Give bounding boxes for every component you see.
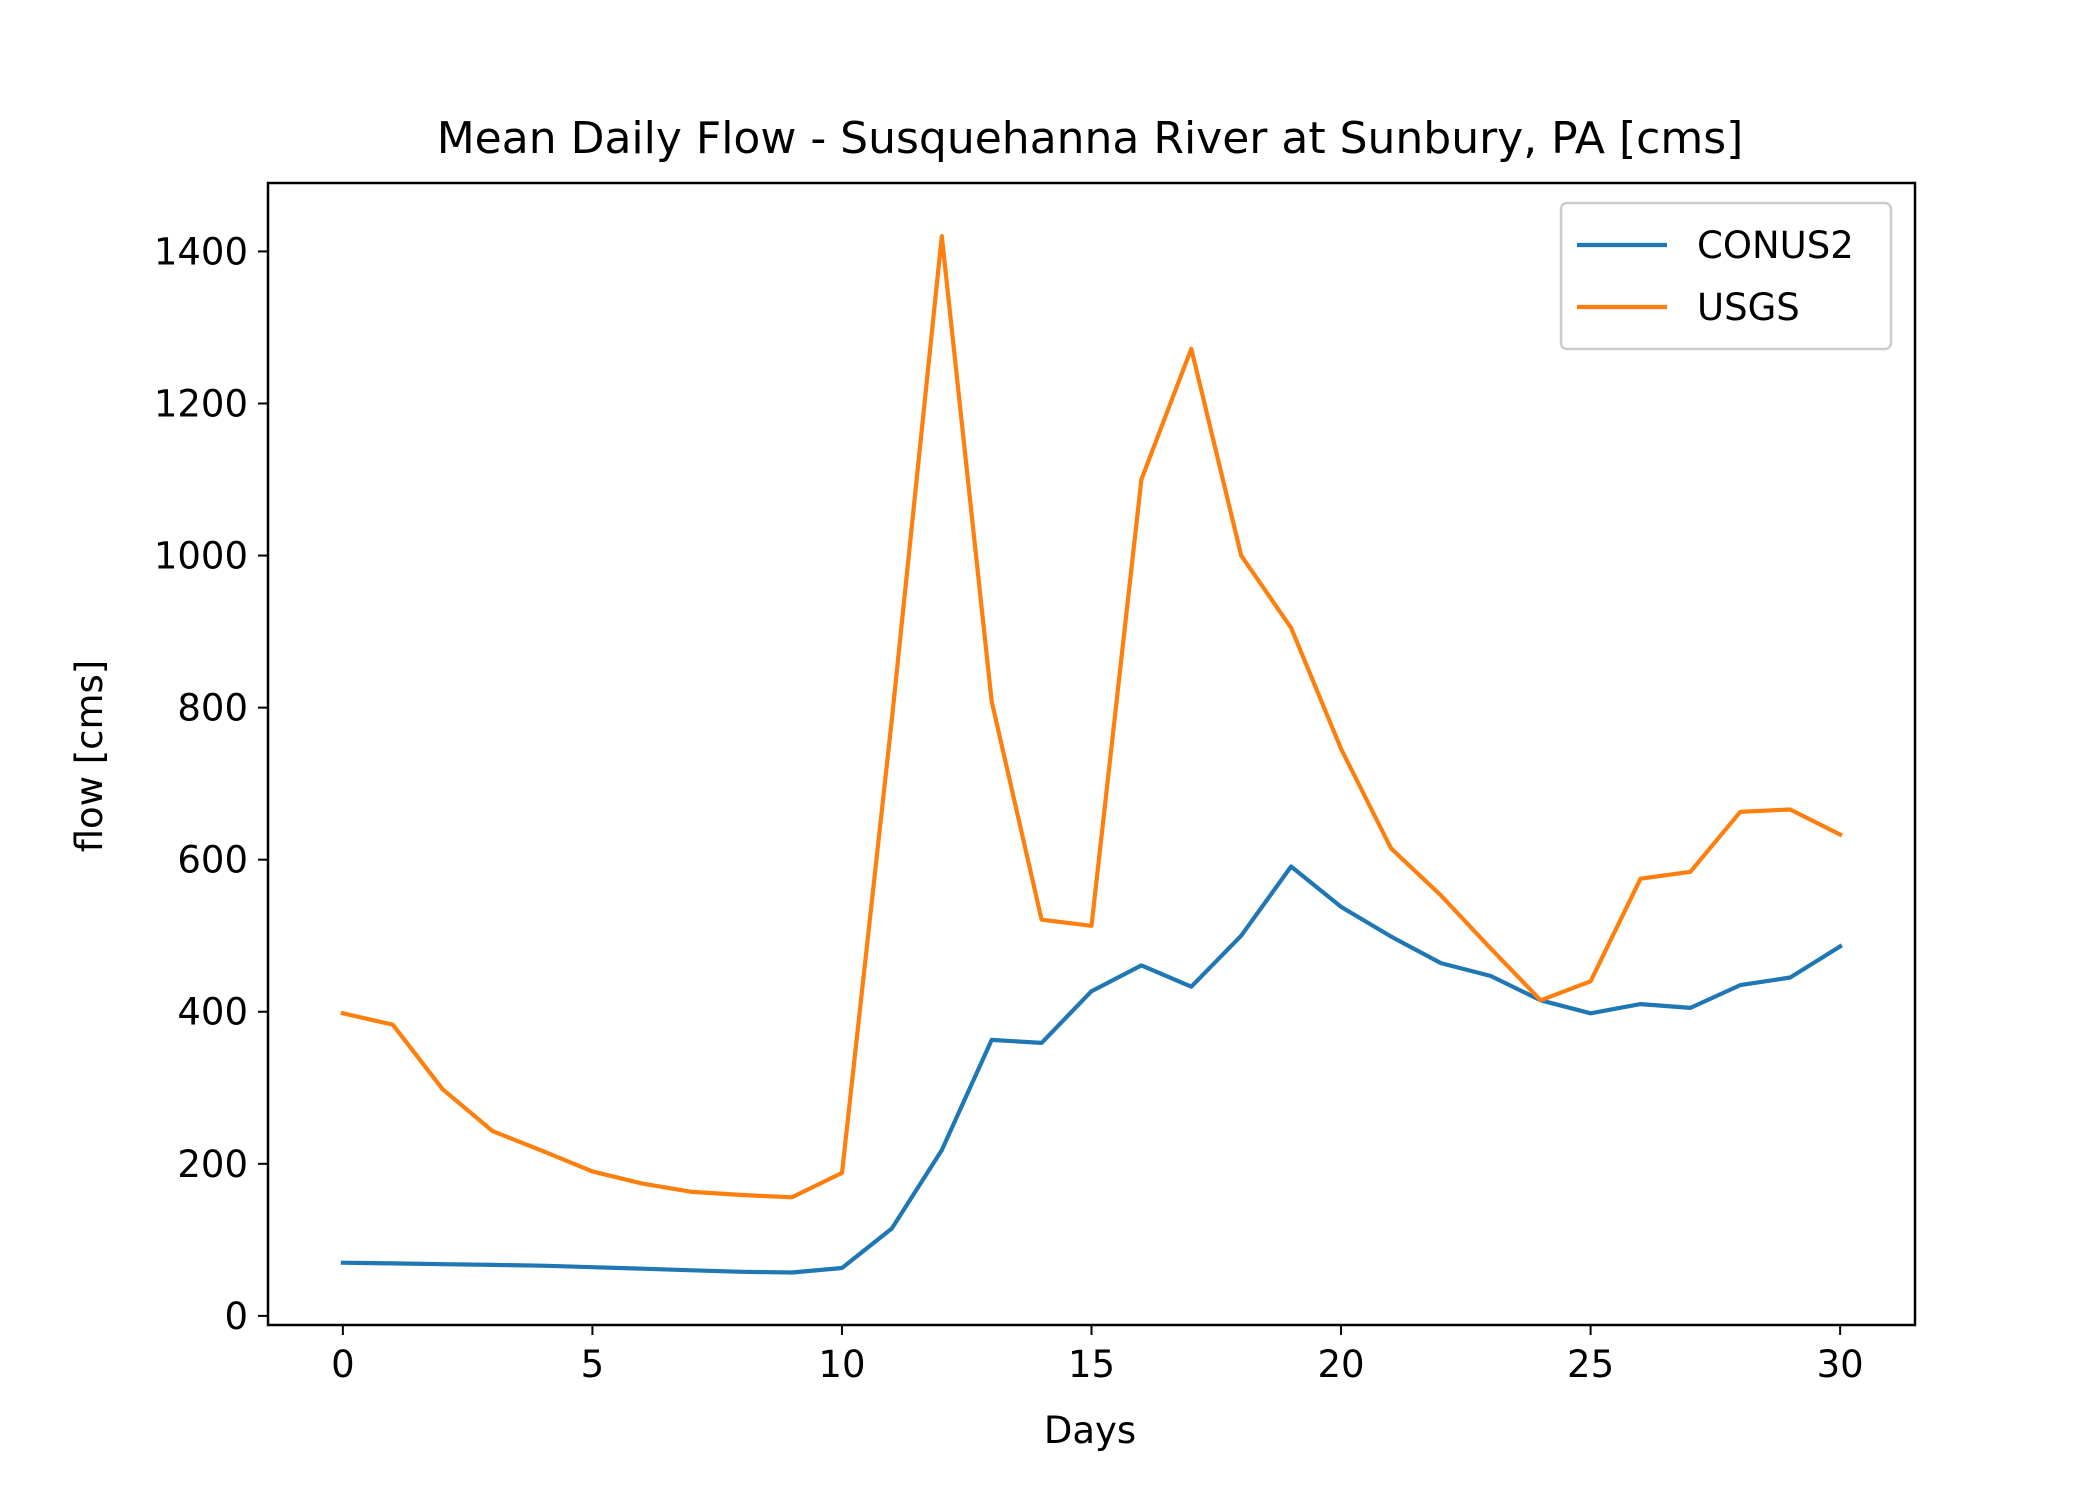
legend-box [1559,201,1893,351]
series-line-usgs [340,234,1843,1200]
x-axis-ticks: 0 5 10 15 20 25 30 [331,1325,1864,1386]
y-tick-label: 200 [177,1143,248,1186]
x-tick-label: 30 [1817,1343,1864,1386]
legend: CONUS2 USGS [1559,201,1893,351]
x-tick-label: 5 [581,1343,605,1386]
y-tick-label: 1400 [154,230,248,273]
y-axis-ticks: 0 200 400 600 800 1000 1200 1400 [154,230,268,1338]
y-tick-label: 1000 [154,535,248,578]
series-layer [340,234,1843,1275]
x-tick-label: 25 [1567,1343,1614,1386]
series-line-conus2 [340,864,1843,1275]
x-tick-label: 20 [1317,1343,1364,1386]
y-tick-label: 400 [177,991,248,1034]
x-axis-label: Days [1044,1409,1136,1452]
y-tick-label: 800 [177,687,248,730]
legend-label: USGS [1697,286,1800,329]
y-tick-label: 0 [224,1295,248,1338]
y-axis-label: flow [cms] [68,660,111,853]
x-tick-label: 15 [1068,1343,1115,1386]
y-tick-label: 1200 [154,382,248,425]
y-tick-label: 600 [177,839,248,882]
chart-title: Mean Daily Flow - Susquehanna River at S… [437,113,1744,164]
x-tick-label: 10 [818,1343,865,1386]
x-tick-label: 0 [331,1343,355,1386]
legend-label: CONUS2 [1697,224,1854,267]
